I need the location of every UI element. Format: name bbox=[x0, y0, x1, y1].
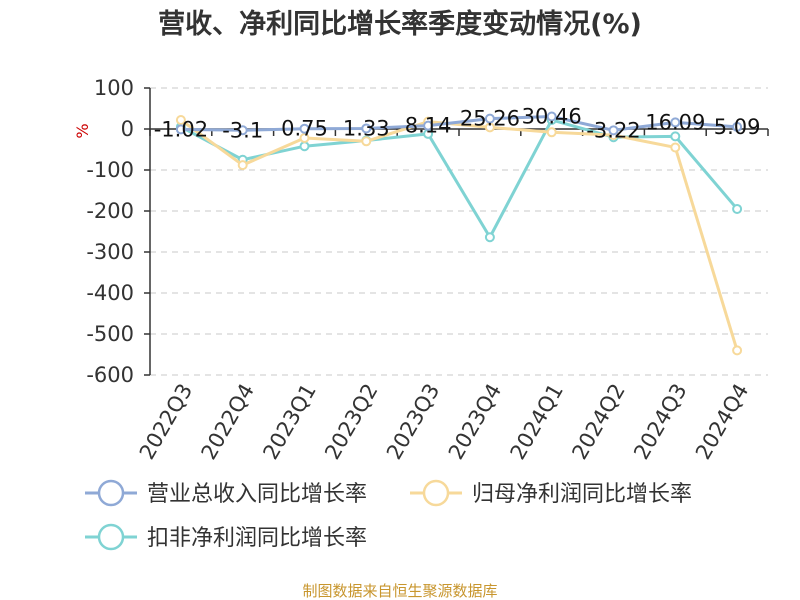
y-tick-label: -600 bbox=[86, 363, 134, 387]
legend-label: 扣非净利润同比增长率 bbox=[147, 526, 367, 551]
y-tick-label: -500 bbox=[86, 322, 134, 346]
x-tick-label: 2024Q4 bbox=[691, 380, 753, 464]
y-tick-label: 0 bbox=[121, 117, 134, 141]
y-tick-label: -200 bbox=[86, 199, 134, 223]
data-point bbox=[299, 133, 310, 144]
y-tick-label: 100 bbox=[94, 76, 134, 100]
data-point bbox=[484, 113, 495, 124]
data-point bbox=[237, 160, 248, 171]
data-point bbox=[546, 127, 557, 138]
legend-label: 归母净利润同比增长率 bbox=[472, 482, 692, 507]
x-tick-label: 2024Q3 bbox=[629, 380, 691, 464]
x-tick-label: 2023Q2 bbox=[320, 380, 382, 464]
data-label: 1.33 bbox=[343, 116, 390, 140]
data-point bbox=[175, 124, 186, 135]
legend-marker bbox=[97, 479, 125, 507]
data-point bbox=[608, 125, 619, 136]
data-point bbox=[546, 111, 557, 122]
y-tick-label: -300 bbox=[86, 240, 134, 264]
source-note: 制图数据来自恒生聚源数据库 bbox=[302, 582, 497, 600]
series-line bbox=[180, 118, 739, 351]
series-line bbox=[180, 115, 738, 132]
data-point bbox=[670, 131, 681, 142]
chart-title: 营收、净利同比增长率季度变动情况(%) bbox=[158, 8, 642, 40]
y-tick-label: -100 bbox=[86, 158, 134, 182]
x-tick-label: 2024Q1 bbox=[506, 380, 568, 464]
data-point bbox=[361, 123, 372, 134]
data-label: -1.02 bbox=[154, 117, 208, 141]
data-point bbox=[732, 121, 743, 132]
data-point bbox=[670, 117, 681, 128]
data-point bbox=[299, 141, 310, 152]
data-label: 16.09 bbox=[645, 110, 705, 134]
x-tick-label: 2024Q2 bbox=[567, 380, 629, 464]
legend-marker bbox=[97, 523, 125, 551]
legend-marker bbox=[422, 479, 450, 507]
data-labels: -1.02 -3.1 0.75 1.33 8.14 25.26 30.46-3.22 16.0… bbox=[154, 105, 761, 143]
data-point bbox=[361, 136, 372, 147]
x-tick-label: 2022Q3 bbox=[135, 380, 197, 464]
x-tick-label: 2023Q3 bbox=[382, 379, 444, 463]
grid-lines bbox=[150, 87, 768, 376]
data-point bbox=[732, 345, 743, 356]
data-point bbox=[732, 203, 743, 214]
y-tick-label: -400 bbox=[86, 281, 134, 305]
data-point bbox=[175, 114, 186, 125]
legend-label: 营业总收入同比增长率 bbox=[147, 482, 367, 507]
data-label: -3.1 bbox=[222, 118, 263, 142]
series-lines bbox=[175, 111, 743, 356]
x-tick-label: 2023Q4 bbox=[444, 380, 506, 464]
data-point bbox=[670, 142, 681, 153]
data-label: 25.26 bbox=[460, 107, 520, 131]
data-label: 8.14 bbox=[405, 114, 452, 138]
data-point bbox=[237, 125, 248, 136]
series-line bbox=[180, 118, 739, 239]
y-axis-unit: % bbox=[73, 123, 92, 138]
data-label: 0.75 bbox=[281, 117, 328, 141]
x-tick-label: 2022Q4 bbox=[197, 380, 259, 464]
data-label: 5.09 bbox=[714, 115, 761, 139]
data-point bbox=[299, 123, 310, 134]
data-point bbox=[484, 232, 495, 243]
data-point bbox=[423, 120, 434, 131]
x-tick-label: 2023Q1 bbox=[258, 380, 320, 464]
data-label: 30.46 bbox=[522, 105, 582, 129]
data-label: -3.22 bbox=[586, 118, 640, 142]
